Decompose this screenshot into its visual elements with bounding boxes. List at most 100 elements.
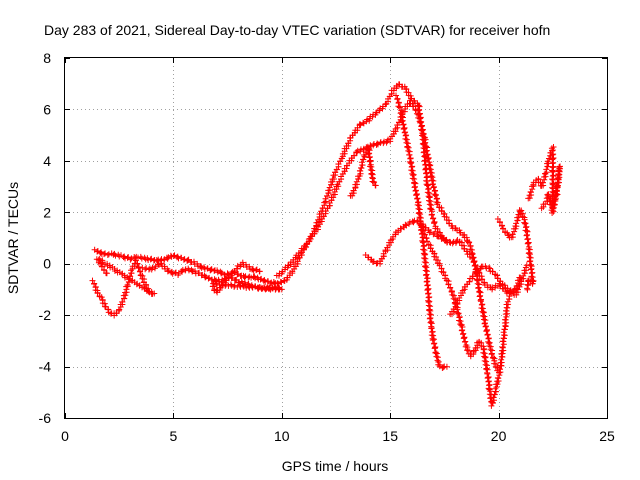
data-point xyxy=(97,260,104,267)
data-point xyxy=(412,187,419,194)
data-point xyxy=(476,289,483,295)
data-point xyxy=(498,359,505,366)
data-point xyxy=(397,110,404,117)
data-point xyxy=(360,156,367,163)
data-point xyxy=(189,268,196,275)
data-point xyxy=(527,188,534,195)
y-tick-label: -6 xyxy=(39,410,52,426)
data-point xyxy=(274,280,281,287)
data-point xyxy=(480,349,487,356)
data-point xyxy=(484,375,491,382)
data-point xyxy=(488,402,495,409)
data-point xyxy=(511,286,518,293)
data-point xyxy=(134,261,141,268)
data-point xyxy=(504,298,511,305)
data-point xyxy=(525,282,532,289)
data-point xyxy=(136,268,143,275)
data-point xyxy=(477,298,484,305)
data-point xyxy=(431,220,438,227)
data-point xyxy=(460,335,467,342)
data-point xyxy=(502,316,509,323)
data-point xyxy=(489,399,496,406)
data-point xyxy=(330,175,337,182)
data-point xyxy=(478,304,485,311)
data-point xyxy=(399,118,406,125)
data-point xyxy=(407,160,414,167)
data-point xyxy=(481,357,488,364)
data-point xyxy=(360,119,367,126)
data-point xyxy=(500,347,507,354)
data-point xyxy=(404,144,411,151)
y-tick-label: -4 xyxy=(39,359,52,375)
data-points xyxy=(89,81,564,409)
data-point xyxy=(432,349,439,356)
data-point xyxy=(499,350,506,357)
data-point xyxy=(422,143,429,150)
data-point xyxy=(429,215,436,222)
data-point xyxy=(517,274,524,281)
data-point xyxy=(380,140,387,147)
data-point xyxy=(431,191,438,198)
data-point xyxy=(353,149,360,156)
data-point xyxy=(428,177,435,184)
data-point xyxy=(178,268,185,275)
data-point xyxy=(373,141,380,148)
data-point xyxy=(413,192,420,199)
data-point xyxy=(394,96,401,103)
data-point xyxy=(353,178,360,185)
data-point xyxy=(459,331,466,338)
y-tick-label: 8 xyxy=(43,50,51,66)
data-point xyxy=(422,263,429,270)
data-point xyxy=(544,191,551,198)
data-point xyxy=(119,298,126,305)
x-axis-label: GPS time / hours xyxy=(282,458,389,474)
data-point xyxy=(197,263,204,270)
data-point xyxy=(447,239,454,246)
data-point xyxy=(326,184,333,191)
data-point xyxy=(211,267,218,274)
data-point xyxy=(164,268,171,275)
data-point xyxy=(507,287,514,294)
x-tick-labels: 0 5 10 15 20 25 xyxy=(61,428,615,444)
x-tick-label: 20 xyxy=(491,428,507,444)
data-point xyxy=(235,279,242,286)
data-point xyxy=(502,322,509,329)
data-point xyxy=(158,260,165,267)
data-point xyxy=(526,258,533,265)
data-point xyxy=(414,201,421,208)
data-point xyxy=(423,235,430,242)
data-point xyxy=(277,278,284,285)
data-point xyxy=(550,143,557,150)
data-point xyxy=(542,170,549,177)
data-point xyxy=(425,290,432,297)
data-point xyxy=(452,239,459,246)
y-axis-label: SDTVAR / TECUs xyxy=(5,182,21,294)
data-point xyxy=(205,275,212,282)
data-point xyxy=(405,147,412,154)
data-point xyxy=(406,158,413,165)
data-point xyxy=(417,119,424,126)
data-point xyxy=(98,294,105,301)
data-point xyxy=(425,161,432,168)
data-point xyxy=(491,391,498,398)
chart-title: Day 283 of 2021, Sidereal Day-to-day VTE… xyxy=(44,22,550,38)
data-point xyxy=(202,274,209,281)
data-point xyxy=(525,250,532,257)
data-point xyxy=(486,264,493,271)
data-point xyxy=(427,169,434,176)
data-point xyxy=(513,220,520,227)
data-point xyxy=(455,310,462,317)
data-point xyxy=(163,254,170,261)
data-point xyxy=(400,126,407,133)
data-point xyxy=(499,222,506,229)
data-point xyxy=(470,255,477,262)
data-point xyxy=(500,329,507,336)
data-point xyxy=(112,252,119,259)
data-point xyxy=(250,274,257,280)
x-tick-label: 25 xyxy=(599,428,615,444)
data-point xyxy=(427,319,434,326)
data-point xyxy=(426,165,433,172)
data-point xyxy=(161,263,168,270)
data-point xyxy=(105,251,112,258)
data-point xyxy=(428,212,435,219)
